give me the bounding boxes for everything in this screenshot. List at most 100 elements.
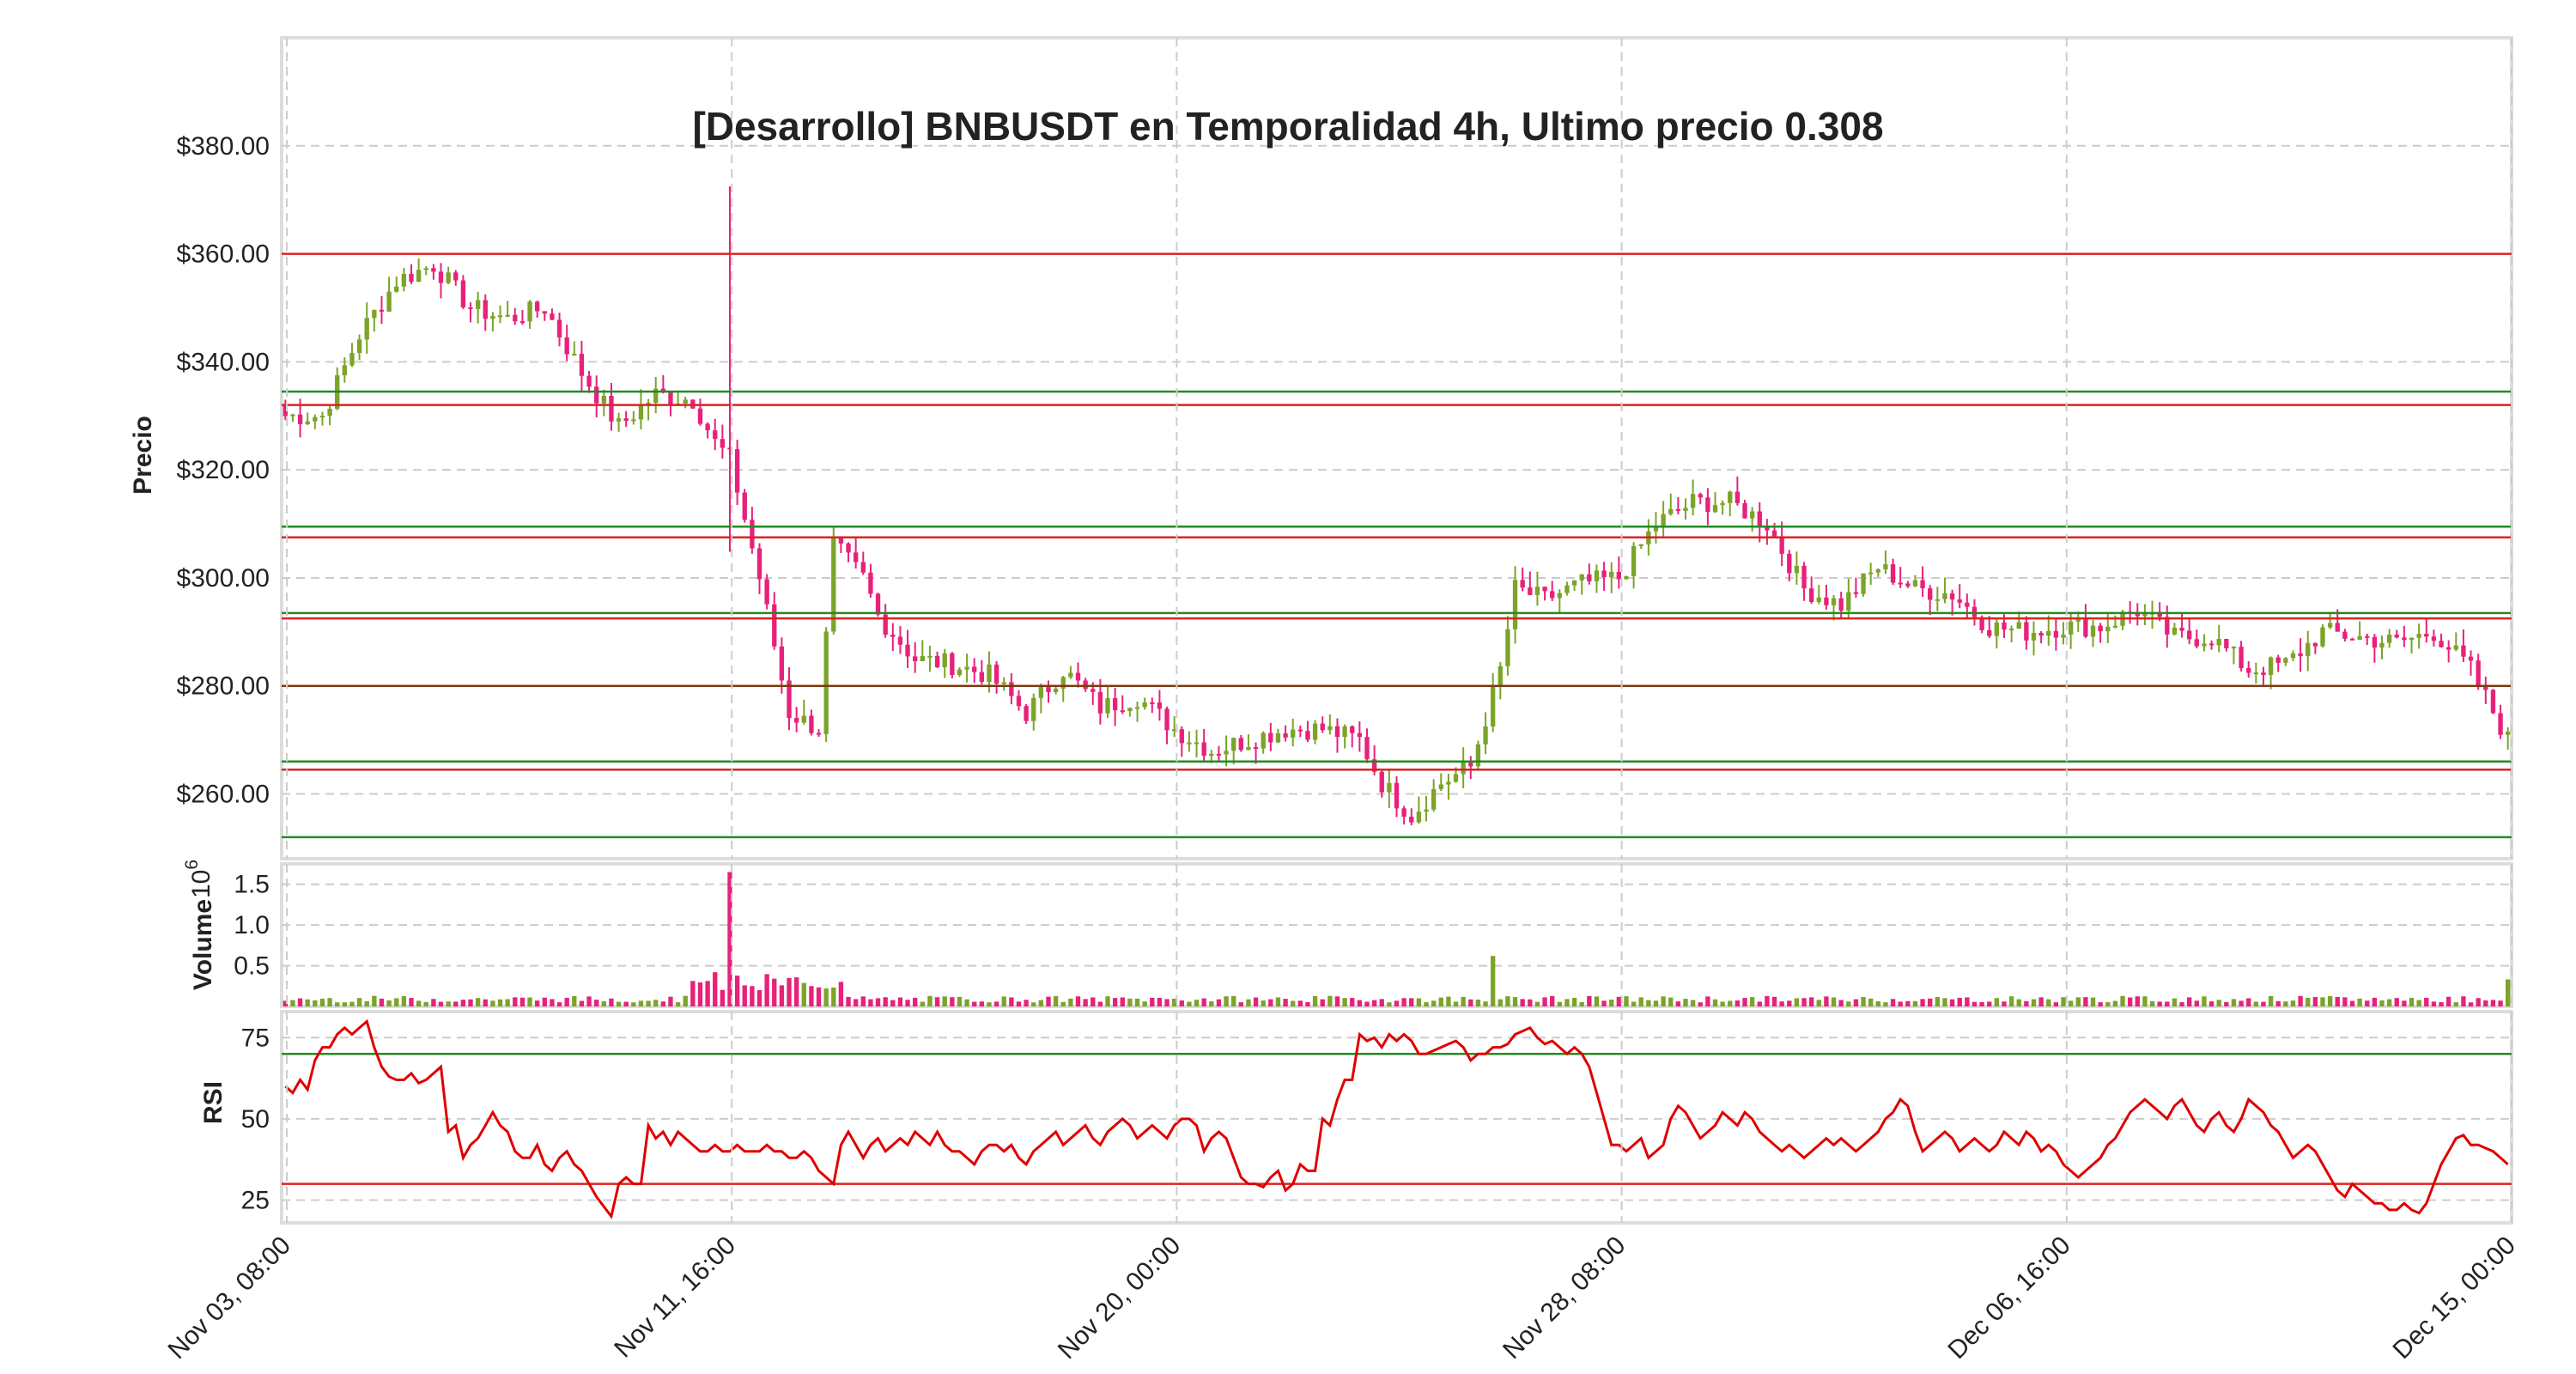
volume-bar (1291, 1000, 1296, 1006)
volume-bar (1209, 1000, 1214, 1006)
candle-body (972, 666, 977, 672)
volume-bar (2112, 1000, 2118, 1006)
volume-bar (1120, 997, 1125, 1006)
volume-bar (979, 1001, 985, 1006)
volume-bar (1957, 997, 1962, 1006)
price-panel: $260.00 $280.00 $300.00 $320.00 $340.00 $360.… (177, 36, 2513, 860)
x-tick-label: Nov 28, 08:00 (1498, 1231, 1631, 1365)
candle-body (2476, 660, 2481, 685)
volume-bar (1297, 1000, 1303, 1006)
volume-bar (1357, 1000, 1363, 1006)
candle-body (1505, 629, 1510, 666)
volume-bar (764, 974, 769, 1006)
candle-body (1816, 597, 1821, 602)
candle-body (1564, 585, 1570, 593)
candle-body (1164, 708, 1170, 731)
candle-body (1357, 733, 1363, 738)
volume-bar (2046, 999, 2051, 1006)
candle-body (683, 399, 688, 404)
volume-bar (2075, 997, 2081, 1006)
candle-body (386, 291, 392, 312)
volume-bar (1157, 998, 1163, 1006)
volume-bar (905, 1000, 910, 1006)
volume-bar (2453, 1002, 2458, 1006)
candle-body (831, 538, 836, 632)
candle-body (1801, 565, 1807, 589)
candle-body (2357, 635, 2362, 641)
candle-body (297, 414, 303, 424)
candle-body (2298, 653, 2303, 657)
candle-body (860, 562, 866, 573)
candle-body (1779, 536, 1784, 554)
candle-body (550, 313, 555, 320)
volume-bar (2053, 1002, 2059, 1006)
candle-body (1550, 591, 1555, 599)
candle-body (1875, 568, 1880, 573)
volume-bar (2008, 996, 2014, 1006)
volume-bar (993, 1001, 999, 1006)
volume-bar (1001, 996, 1006, 1006)
volume-bar (2379, 1000, 2385, 1006)
candle-body (1490, 685, 1496, 727)
volume-bar (1853, 999, 1859, 1006)
candle-body (1831, 598, 1837, 605)
candle-body (964, 666, 969, 670)
candle-body (2024, 622, 2029, 641)
volume-bar (594, 1000, 599, 1006)
candle-body (1060, 677, 1066, 689)
volume-bar (1490, 956, 1496, 1006)
volume-bar (750, 986, 755, 1006)
candle-body (1320, 723, 1325, 731)
candle-body (638, 404, 644, 420)
candle-body (1601, 570, 1607, 578)
candle-body (2239, 647, 2244, 668)
candle-body (2394, 634, 2399, 638)
candle-body (2312, 642, 2318, 647)
volume-bar (1794, 998, 1800, 1006)
candle-body (2061, 634, 2066, 638)
volume-bar (846, 996, 851, 1006)
candle-body (2187, 630, 2192, 640)
volume-bar (787, 977, 792, 1006)
volume-bar (1171, 998, 1177, 1006)
candle-body (1528, 587, 1533, 595)
volume-bar (1105, 996, 1110, 1006)
x-tick-label: Dec 06, 16:00 (1942, 1231, 2075, 1365)
volume-bar (2357, 998, 2362, 1006)
volume-bar (1838, 1000, 1844, 1006)
volume-bar (1327, 995, 1333, 1006)
candle-body (1394, 782, 1400, 809)
volume-bar (1283, 999, 1288, 1006)
candle-body (993, 664, 999, 684)
volume-bar (1068, 998, 1073, 1006)
candle-body (875, 593, 881, 615)
volume-bar (1757, 1001, 1762, 1006)
candle-body (542, 311, 547, 314)
volume-bar (653, 1000, 659, 1006)
candle-body (1209, 753, 1214, 757)
volume-bar (2068, 1000, 2074, 1006)
candle-body (2194, 639, 2199, 647)
rsi-panel: 25 50 75 (241, 1010, 2513, 1225)
candle-body (1253, 747, 1259, 750)
volume-bar (2231, 999, 2237, 1006)
candle-body (1238, 738, 1243, 751)
candle-body (1364, 737, 1370, 760)
volume-bar (1609, 1000, 1614, 1006)
volume-bar (2416, 1000, 2421, 1006)
volume-bar (1564, 999, 1570, 1006)
volume-bar (705, 981, 710, 1006)
price-tick-label: $340.00 (177, 348, 270, 376)
volume-bar (601, 1000, 606, 1006)
volume-bar (1350, 998, 1355, 1006)
volume-scale-label: 106 (182, 860, 216, 898)
candle-body (1031, 697, 1036, 721)
volume-bar (2461, 996, 2466, 1006)
candle-body (572, 353, 577, 356)
volume-bar (2490, 1000, 2496, 1006)
volume-bar (505, 999, 510, 1006)
candle-body (1609, 571, 1614, 578)
candle-body (2179, 627, 2184, 631)
candle-body (586, 375, 592, 387)
volume-bar (697, 982, 703, 1006)
